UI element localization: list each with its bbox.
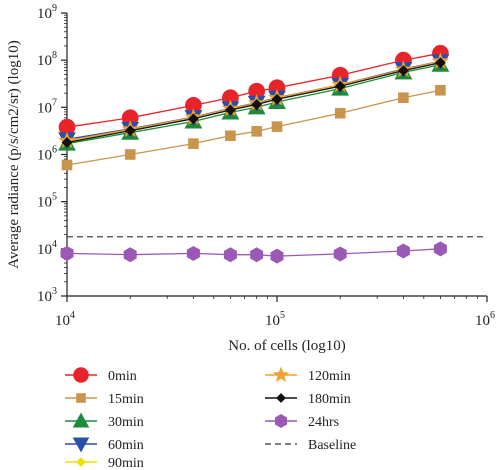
legend: 0min 15min 30min 60min 90min 120min 180min 24hr… xyxy=(65,366,356,470)
y-tick-label: 105 xyxy=(37,192,57,211)
legend-item-30min: 30min xyxy=(65,412,144,430)
data-point xyxy=(225,130,236,142)
legend-label: 30min xyxy=(108,415,144,430)
legend-label: 90min xyxy=(108,456,144,470)
data-point xyxy=(398,92,409,104)
data-point xyxy=(123,247,137,263)
legend-item-90min: 90min xyxy=(65,456,144,470)
series-180min xyxy=(61,57,446,148)
legend-label: 60min xyxy=(108,438,144,453)
legend-marker xyxy=(276,393,286,403)
data-point xyxy=(435,84,446,96)
y-tick-label: 108 xyxy=(37,50,57,69)
legend-label: 0min xyxy=(108,369,137,384)
legend-label: 15min xyxy=(108,392,144,407)
data-point xyxy=(188,138,199,149)
data-point xyxy=(251,99,263,110)
legend-marker xyxy=(72,412,90,428)
legend-label: 24hrs xyxy=(308,415,339,430)
y-tick-label: 106 xyxy=(37,145,57,164)
data-point xyxy=(270,248,284,264)
data-point xyxy=(186,245,200,261)
legend-label: 180min xyxy=(308,392,351,407)
series-24hrs xyxy=(60,241,447,264)
data-point xyxy=(434,57,446,69)
x-axis-title: No. of cells (log10) xyxy=(228,338,345,354)
data-point xyxy=(60,245,74,261)
data-point xyxy=(334,107,346,119)
y-tick-label: 107 xyxy=(37,97,57,116)
legend-item-180min: 180min xyxy=(265,392,351,407)
data-point xyxy=(223,247,237,263)
legend-item-120min: 120min xyxy=(265,366,351,384)
legend-item-0min: 0min xyxy=(65,367,137,384)
data-point xyxy=(334,80,346,92)
legend-item-15min: 15min xyxy=(65,392,144,407)
series-layer xyxy=(58,44,450,264)
y-tick-label: 103 xyxy=(37,286,57,305)
y-tick-label: 104 xyxy=(37,239,57,258)
data-point xyxy=(271,121,283,132)
legend-marker xyxy=(76,457,86,467)
x-tick-label: 104 xyxy=(55,310,75,329)
series-0min xyxy=(58,44,449,136)
legend-item-24hrs: 24hrs xyxy=(265,414,339,430)
data-point xyxy=(188,113,199,125)
data-point xyxy=(333,246,347,262)
data-point xyxy=(61,137,73,148)
data-point xyxy=(250,247,264,263)
data-point xyxy=(251,126,262,137)
legend-marker xyxy=(272,366,290,382)
legend-label: 120min xyxy=(308,369,351,384)
data-point xyxy=(61,159,73,171)
legend-item-Baseline: Baseline xyxy=(265,438,356,453)
legend-marker xyxy=(274,414,288,428)
data-point xyxy=(433,241,447,257)
data-point xyxy=(271,93,283,105)
x-tick-label: 105 xyxy=(265,310,285,329)
legend-marker xyxy=(72,437,90,453)
data-point xyxy=(398,65,409,77)
legend-marker xyxy=(76,393,86,403)
legend-label: Baseline xyxy=(308,438,356,453)
y-axis-title: Average radiance (p/s/cm2/sr) (log10) xyxy=(6,40,22,268)
data-point xyxy=(124,149,136,160)
data-point xyxy=(396,243,410,259)
x-tick-label: 106 xyxy=(475,310,495,329)
legend-item-60min: 60min xyxy=(65,437,144,453)
series-15min xyxy=(61,84,446,171)
y-tick-label: 109 xyxy=(37,3,57,22)
data-point xyxy=(224,104,236,116)
data-point xyxy=(124,125,136,137)
legend-marker xyxy=(73,367,89,383)
axes: 103 104 105 106 107 108 109 104 105 106 xyxy=(37,3,495,329)
